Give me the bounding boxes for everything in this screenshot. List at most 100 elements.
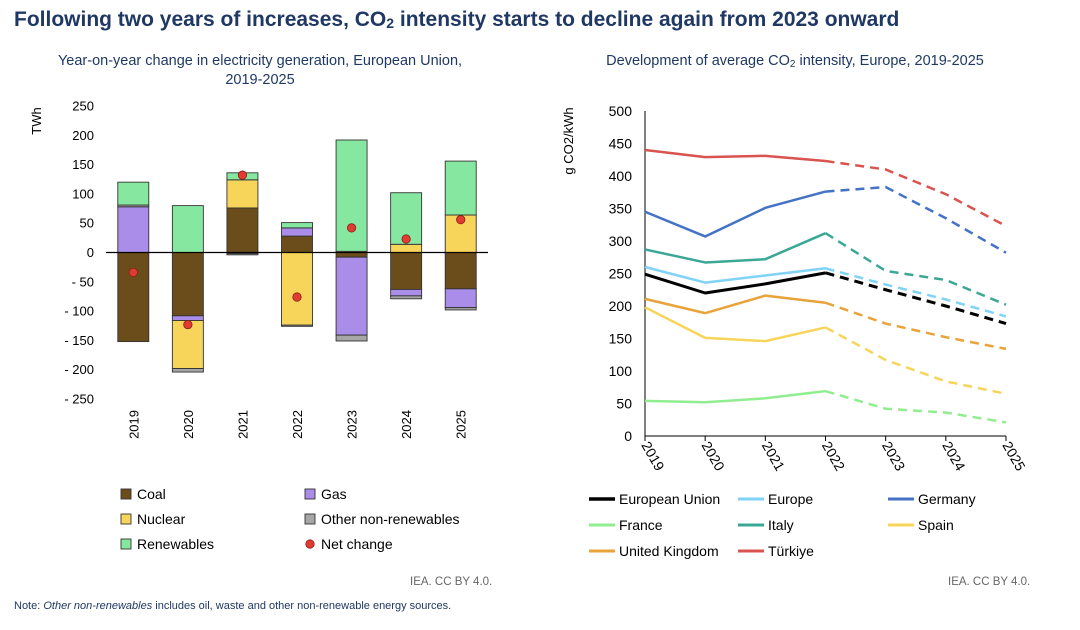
legend-label: Coal [137,486,166,502]
line-x-tick-label: 2023 [879,439,909,474]
bar-segment-coal [335,252,368,258]
bar-y-tick-label: - 200 [64,362,94,377]
bar-segment-gas [335,256,368,336]
footnote: Note: Other non-renewables includes oil,… [14,600,452,612]
legend-label: Gas [321,486,347,502]
line-series-projection [825,271,1007,325]
bar-segment-gas [390,288,423,297]
legend-swatch-net-change [305,539,315,549]
bar-x-tick-label: 2023 [345,410,360,439]
bar-x-tick-label: 2025 [454,410,469,439]
legend-label: Net change [321,536,393,552]
legend-swatch-other [304,513,316,525]
line-x-tick-label: 2019 [638,439,668,474]
line-series-projection [825,301,1007,351]
line-y-tick-label: 0 [624,428,632,444]
line-y-tick-label: 400 [609,168,633,184]
bar-segment-other [226,253,259,256]
chart-title: Following two years of increases, CO2 in… [14,8,900,31]
bar-y-tick-label: 150 [72,157,94,172]
line-y-tick-label: 500 [609,103,633,119]
bar-segment-nuclear [226,179,259,209]
line-legend-label: Germany [918,491,976,507]
bar-segment-coal [117,252,150,343]
bar-y-tick-label: 100 [72,186,94,201]
left-chart-subtitle: Year-on-year change in electricity gener… [57,53,463,88]
bar-y-tick-label: 50 [80,216,94,231]
bar-segment-other [390,295,423,300]
bar-y-tick-label: - 50 [72,274,94,289]
bar-x-tick-label: 2019 [126,410,141,439]
legend-label: Renewables [137,536,214,552]
bar-segment-other [171,368,204,373]
line-y-tick-label: 350 [609,201,633,217]
bar-segment-coal [281,235,313,253]
bar-segment-other [335,334,368,342]
bar-segment-gas [444,288,477,309]
bar-segment-other [281,324,313,327]
line-series-solid [644,294,826,315]
bar-segment-renewables [117,181,150,206]
bar-y-tick-label: 250 [72,99,94,114]
bar-segment-nuclear [281,252,313,326]
line-y-tick-label: 200 [609,298,633,314]
line-y-tick-label: 300 [609,233,633,249]
line-series-solid [644,190,826,238]
line-x-tick-label: 2024 [939,439,969,474]
line-x-tick-label: 2022 [819,439,849,474]
bar-x-tick-label: 2024 [399,410,414,439]
line-series-solid [644,271,826,295]
legend-swatch-nuclear [120,513,132,525]
line-y-tick-label: 450 [609,136,633,152]
net-change-point [346,223,357,233]
bar-segment-coal [226,207,259,253]
bar-segment-renewables [444,160,477,216]
line-series-projection [824,326,1007,395]
line-legend-label: France [619,517,663,533]
net-change-point [237,170,248,180]
line-series-projection [825,159,1007,228]
line-series-projection [825,185,1007,254]
credit-left: IEA. CC BY 4.0. [410,576,493,588]
line-series-projection [824,232,1007,306]
line-series-solid [644,306,826,343]
right-chart-subtitle: Development of average CO2 intensity, Eu… [606,53,984,70]
legend-label: Nuclear [137,511,186,527]
line-series-solid [644,389,826,404]
legend-swatch-renewables [120,538,132,550]
line-x-tick-label: 2021 [759,439,789,474]
bar-segment-renewables [171,205,204,253]
bar-segment-nuclear [390,243,423,253]
line-series-solid [644,148,826,163]
line-legend-label: Spain [918,517,954,533]
line-legend-label: Europe [768,491,813,507]
line-series-solid [644,232,826,264]
bar-segment-renewables [335,139,368,252]
line-series-solid [644,265,826,284]
line-y-tick-label: 250 [609,266,633,282]
legend-swatch-coal [120,488,132,500]
bar-segment-coal [444,252,477,290]
bar-y-tick-label: 200 [72,128,94,143]
bar-x-tick-label: 2022 [290,410,305,439]
bar-segment-other [444,307,477,311]
line-y-tick-label: 50 [616,396,632,412]
bar-y-axis-label: TWh [29,107,44,134]
credit-right: IEA. CC BY 4.0. [948,576,1031,588]
net-change-point [128,267,138,278]
bar-segment-gas [171,315,204,321]
bar-segment-coal [171,252,204,317]
line-x-tick-label: 2020 [699,439,729,474]
line-y-axis-label: g CO2/kWh [561,107,576,174]
bar-x-tick-label: 2020 [181,410,196,439]
net-change-point [183,319,193,330]
line-legend-label: European Union [619,491,720,507]
line-legend-label: Italy [768,517,794,533]
bar-x-tick-label: 2021 [235,410,250,439]
line-y-tick-label: 100 [609,363,633,379]
net-change-point [292,292,302,302]
net-change-point [401,234,411,244]
bar-y-tick-label: - 100 [64,304,94,319]
bar-segment-coal [390,252,423,290]
